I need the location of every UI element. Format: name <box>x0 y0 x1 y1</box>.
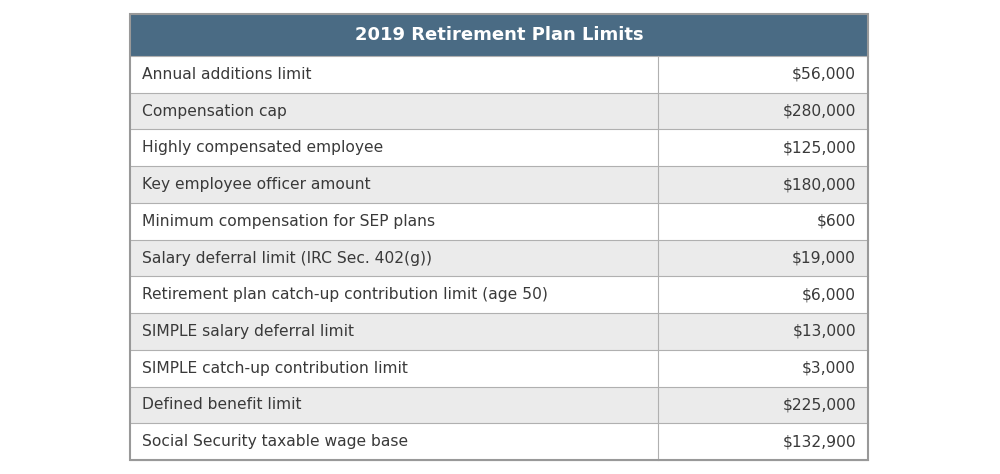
Text: SIMPLE catch-up contribution limit: SIMPLE catch-up contribution limit <box>142 361 408 376</box>
Text: Highly compensated employee: Highly compensated employee <box>142 140 383 155</box>
Bar <box>130 14 868 460</box>
Bar <box>130 423 868 460</box>
Text: Minimum compensation for SEP plans: Minimum compensation for SEP plans <box>142 214 435 229</box>
Text: Annual additions limit: Annual additions limit <box>142 67 312 82</box>
Text: SIMPLE salary deferral limit: SIMPLE salary deferral limit <box>142 324 354 339</box>
Bar <box>130 129 868 166</box>
Bar <box>130 240 868 276</box>
Text: $132,900: $132,900 <box>782 434 856 449</box>
Text: $600: $600 <box>817 214 856 229</box>
Bar <box>130 276 868 313</box>
Text: $3,000: $3,000 <box>802 361 856 376</box>
Text: Defined benefit limit: Defined benefit limit <box>142 397 302 412</box>
Text: Retirement plan catch-up contribution limit (age 50): Retirement plan catch-up contribution li… <box>142 287 548 302</box>
Bar <box>130 93 868 129</box>
Bar <box>130 203 868 240</box>
Text: Social Security taxable wage base: Social Security taxable wage base <box>142 434 408 449</box>
Text: Salary deferral limit (IRC Sec. 402(g)): Salary deferral limit (IRC Sec. 402(g)) <box>142 250 432 265</box>
Text: 2019 Retirement Plan Limits: 2019 Retirement Plan Limits <box>355 26 643 44</box>
Text: $19,000: $19,000 <box>792 250 856 265</box>
Bar <box>130 313 868 350</box>
Text: $225,000: $225,000 <box>782 397 856 412</box>
Text: $280,000: $280,000 <box>783 104 856 118</box>
Text: Compensation cap: Compensation cap <box>142 104 287 118</box>
Bar <box>130 166 868 203</box>
Bar <box>130 350 868 386</box>
Bar <box>130 386 868 423</box>
Text: Key employee officer amount: Key employee officer amount <box>142 177 371 192</box>
Bar <box>130 56 868 93</box>
Bar <box>130 14 868 56</box>
Text: $125,000: $125,000 <box>782 140 856 155</box>
Text: $180,000: $180,000 <box>783 177 856 192</box>
Text: $6,000: $6,000 <box>802 287 856 302</box>
Text: $13,000: $13,000 <box>792 324 856 339</box>
Text: $56,000: $56,000 <box>792 67 856 82</box>
